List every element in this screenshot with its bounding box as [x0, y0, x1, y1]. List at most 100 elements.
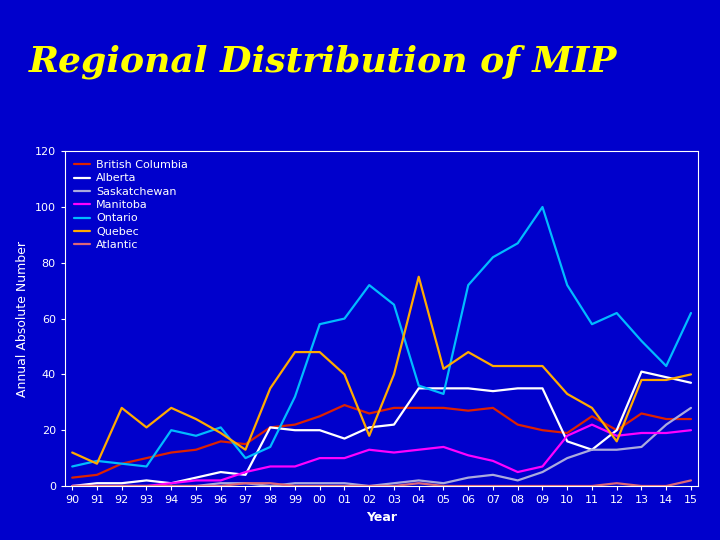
Alberta: [68, 483, 76, 489]
British Columbia: [266, 424, 274, 431]
Atlantic: [93, 483, 102, 489]
Quebec: [662, 377, 670, 383]
Alberta: [117, 480, 126, 487]
Manitoba: [217, 477, 225, 484]
Line: Alberta: Alberta: [72, 372, 691, 486]
Ontario: [315, 321, 324, 327]
Saskatchewan: [68, 483, 76, 489]
Ontario: [563, 282, 572, 288]
Atlantic: [117, 483, 126, 489]
Manitoba: [513, 469, 522, 475]
Ontario: [464, 282, 472, 288]
British Columbia: [192, 447, 200, 453]
Line: Quebec: Quebec: [72, 276, 691, 464]
Manitoba: [142, 483, 150, 489]
British Columbia: [315, 413, 324, 420]
British Columbia: [563, 430, 572, 436]
Alberta: [637, 368, 646, 375]
Alberta: [142, 477, 150, 484]
British Columbia: [538, 427, 546, 434]
Quebec: [439, 366, 448, 372]
Ontario: [439, 391, 448, 397]
Legend: British Columbia, Alberta, Saskatchewan, Manitoba, Ontario, Quebec, Atlantic: British Columbia, Alberta, Saskatchewan,…: [71, 157, 191, 253]
Line: Ontario: Ontario: [72, 207, 691, 467]
Atlantic: [266, 480, 274, 487]
British Columbia: [68, 474, 76, 481]
British Columbia: [241, 441, 250, 447]
Alberta: [266, 424, 274, 431]
Quebec: [513, 363, 522, 369]
Saskatchewan: [365, 483, 374, 489]
Line: Manitoba: Manitoba: [72, 424, 691, 486]
Ontario: [390, 301, 398, 308]
Quebec: [340, 371, 348, 377]
Quebec: [538, 363, 546, 369]
Quebec: [68, 449, 76, 456]
Ontario: [637, 338, 646, 344]
Manitoba: [390, 449, 398, 456]
Quebec: [489, 363, 498, 369]
Ontario: [415, 382, 423, 389]
British Columbia: [390, 404, 398, 411]
Manitoba: [489, 458, 498, 464]
Manitoba: [637, 430, 646, 436]
British Columbia: [489, 404, 498, 411]
Alberta: [315, 427, 324, 434]
Y-axis label: Annual Absolute Number: Annual Absolute Number: [16, 241, 29, 396]
Atlantic: [167, 483, 176, 489]
Ontario: [241, 455, 250, 461]
Quebec: [390, 371, 398, 377]
Alberta: [513, 385, 522, 392]
Quebec: [315, 349, 324, 355]
Quebec: [613, 438, 621, 444]
British Columbia: [613, 427, 621, 434]
Manitoba: [588, 421, 596, 428]
Manitoba: [464, 452, 472, 458]
Manitoba: [613, 433, 621, 439]
Line: Atlantic: Atlantic: [72, 481, 691, 486]
Alberta: [439, 385, 448, 392]
British Columbia: [340, 402, 348, 408]
British Columbia: [439, 404, 448, 411]
Alberta: [588, 447, 596, 453]
X-axis label: Year: Year: [366, 511, 397, 524]
Ontario: [365, 282, 374, 288]
Manitoba: [241, 469, 250, 475]
Saskatchewan: [291, 480, 300, 487]
Atlantic: [464, 483, 472, 489]
Manitoba: [93, 483, 102, 489]
Saskatchewan: [266, 483, 274, 489]
Ontario: [93, 458, 102, 464]
Quebec: [365, 433, 374, 439]
British Columbia: [93, 471, 102, 478]
Saskatchewan: [613, 447, 621, 453]
British Columbia: [142, 455, 150, 461]
Saskatchewan: [464, 474, 472, 481]
Saskatchewan: [241, 480, 250, 487]
Ontario: [217, 424, 225, 431]
British Columbia: [662, 416, 670, 422]
Ontario: [489, 254, 498, 260]
Saskatchewan: [167, 483, 176, 489]
Alberta: [662, 374, 670, 380]
Atlantic: [340, 483, 348, 489]
Ontario: [167, 427, 176, 434]
British Columbia: [588, 413, 596, 420]
Alberta: [563, 438, 572, 444]
Atlantic: [687, 477, 696, 484]
Atlantic: [390, 483, 398, 489]
Manitoba: [340, 455, 348, 461]
Alberta: [390, 421, 398, 428]
Quebec: [563, 391, 572, 397]
Manitoba: [192, 477, 200, 484]
Manitoba: [662, 430, 670, 436]
Saskatchewan: [340, 480, 348, 487]
Atlantic: [563, 483, 572, 489]
British Columbia: [637, 410, 646, 417]
Atlantic: [241, 480, 250, 487]
Manitoba: [117, 483, 126, 489]
Atlantic: [513, 483, 522, 489]
Saskatchewan: [489, 471, 498, 478]
Ontario: [117, 461, 126, 467]
Quebec: [266, 385, 274, 392]
